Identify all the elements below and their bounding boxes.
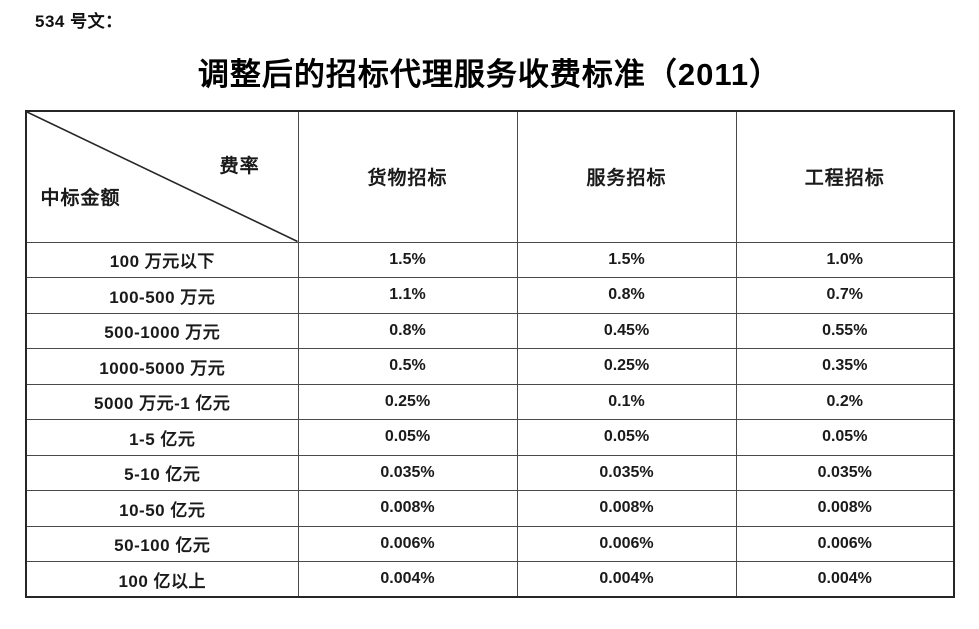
fee-rate-table: 费率 中标金额 货物招标 服务招标 工程招标 100 万元以下 1.5% 1.5… xyxy=(25,110,955,598)
rate-cell: 0.035% xyxy=(297,454,518,491)
table-row: 50-100 亿元 0.006% 0.006% 0.006% xyxy=(25,525,955,562)
table-row: 500-1000 万元 0.8% 0.45% 0.55% xyxy=(25,312,955,349)
rate-cell: 0.006% xyxy=(297,525,518,562)
rate-cell: 0.006% xyxy=(516,525,737,562)
corner-header-cell: 费率 中标金额 xyxy=(25,110,299,243)
rate-cell: 0.05% xyxy=(735,419,955,456)
rate-cell: 0.004% xyxy=(735,561,955,598)
corner-label-rate: 费率 xyxy=(219,155,260,177)
rate-cell: 0.05% xyxy=(297,419,518,456)
row-range: 100-500 万元 xyxy=(25,277,299,314)
row-range: 100 万元以下 xyxy=(25,241,299,278)
table-row: 1-5 亿元 0.05% 0.05% 0.05% xyxy=(25,419,955,456)
row-range: 1-5 亿元 xyxy=(25,419,299,456)
rate-cell: 0.8% xyxy=(516,277,737,314)
rate-cell: 0.1% xyxy=(516,383,737,420)
rate-cell: 1.5% xyxy=(516,241,737,278)
table-row: 5000 万元-1 亿元 0.25% 0.1% 0.2% xyxy=(25,383,955,420)
corner-label-amount: 中标金额 xyxy=(40,188,121,210)
rate-cell: 0.2% xyxy=(735,383,955,420)
table-row: 1000-5000 万元 0.5% 0.25% 0.35% xyxy=(25,348,955,385)
fee-table-body: 100 万元以下 1.5% 1.5% 1.0% 100-500 万元 1.1% … xyxy=(25,241,955,598)
table-header-row: 费率 中标金额 货物招标 服务招标 工程招标 xyxy=(25,110,955,243)
document-number-label: 534 号文： xyxy=(35,12,123,31)
row-range: 50-100 亿元 xyxy=(25,525,299,562)
rate-cell: 0.55% xyxy=(735,312,955,349)
row-range: 5000 万元-1 亿元 xyxy=(25,383,299,420)
rate-cell: 0.004% xyxy=(297,561,518,598)
table-row: 100 万元以下 1.5% 1.5% 1.0% xyxy=(25,241,955,278)
rate-cell: 0.035% xyxy=(516,454,737,491)
rate-cell: 0.008% xyxy=(735,490,955,527)
row-range: 100 亿以上 xyxy=(25,561,299,598)
row-range: 1000-5000 万元 xyxy=(25,348,299,385)
diagonal-divider-line xyxy=(27,112,298,242)
rate-cell: 0.45% xyxy=(516,312,737,349)
rate-cell: 0.25% xyxy=(516,348,737,385)
rate-cell: 0.008% xyxy=(516,490,737,527)
page-title: 调整后的招标代理服务收费标准（2011） xyxy=(197,57,782,92)
rate-cell: 0.5% xyxy=(297,348,518,385)
rate-cell: 0.35% xyxy=(735,348,955,385)
rate-cell: 0.8% xyxy=(297,312,518,349)
row-range: 10-50 亿元 xyxy=(25,490,299,527)
column-header-goods: 货物招标 xyxy=(297,110,518,243)
rate-cell: 0.008% xyxy=(297,490,518,527)
rate-cell: 1.0% xyxy=(735,241,955,278)
rate-cell: 1.1% xyxy=(297,277,518,314)
row-range: 500-1000 万元 xyxy=(25,312,299,349)
table-row: 100-500 万元 1.1% 0.8% 0.7% xyxy=(25,277,955,314)
rate-cell: 0.035% xyxy=(735,454,955,491)
rate-cell: 0.05% xyxy=(516,419,737,456)
row-range: 5-10 亿元 xyxy=(25,454,299,491)
column-header-engineering: 工程招标 xyxy=(735,110,955,243)
table-row: 10-50 亿元 0.008% 0.008% 0.008% xyxy=(25,490,955,527)
column-header-services: 服务招标 xyxy=(516,110,737,243)
rate-cell: 0.25% xyxy=(297,383,518,420)
table-row: 100 亿以上 0.004% 0.004% 0.004% xyxy=(25,561,955,598)
rate-cell: 1.5% xyxy=(297,241,518,278)
rate-cell: 0.006% xyxy=(735,525,955,562)
table-row: 5-10 亿元 0.035% 0.035% 0.035% xyxy=(25,454,955,491)
rate-cell: 0.7% xyxy=(735,277,955,314)
rate-cell: 0.004% xyxy=(516,561,737,598)
